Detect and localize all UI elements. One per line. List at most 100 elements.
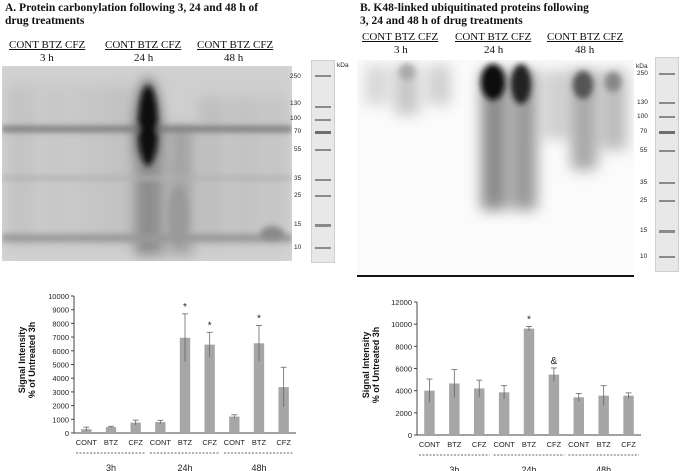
mw-marker-b: 10 xyxy=(640,253,648,260)
mw-marker-a: 25 xyxy=(294,192,302,199)
mw-marker-a: 130 xyxy=(290,100,301,107)
panel-a-lane-header: CONT BTZ CFZ xyxy=(105,39,181,51)
x-tick-label: BTZ xyxy=(252,438,267,447)
lane-group-24h: CONT BTZ CFZ xyxy=(455,31,532,43)
x-tick-label: BTZ xyxy=(597,440,612,449)
mw-marker-a: 100 xyxy=(290,115,301,122)
y-tick-label: 5000 xyxy=(52,361,69,370)
mw-marker-b: 70 xyxy=(640,128,648,135)
time-label-3h: 3 h xyxy=(40,52,54,64)
x-tick-label: CONT xyxy=(76,438,98,447)
y-tick-label: 0 xyxy=(408,431,412,440)
y-tick-label: 2000 xyxy=(395,409,412,418)
x-tick-label: BTZ xyxy=(522,440,537,449)
bar xyxy=(424,390,435,435)
panel-a-lane-header: CONT BTZ CFZ xyxy=(197,39,273,51)
bar xyxy=(278,387,289,433)
x-tick-label: CFZ xyxy=(547,440,562,449)
x-tick-label: CFZ xyxy=(128,438,143,447)
x-tick-label: CFZ xyxy=(202,438,217,447)
time-label-48h: 48 h xyxy=(224,52,244,64)
y-tick-label: 4000 xyxy=(52,374,69,383)
mw-marker-a: 55 xyxy=(294,146,302,153)
y-tick-label: 8000 xyxy=(395,342,412,351)
significance-marker: * xyxy=(257,313,261,324)
y-tick-label: 12000 xyxy=(391,298,412,307)
panel-b-title: B. K48-linked ubiquitinated proteins fol… xyxy=(360,2,680,28)
panel-a-title-line2: drug treatments xyxy=(5,15,85,27)
x-tick-label: CFZ xyxy=(621,440,636,449)
y-tick-label: 0 xyxy=(65,429,69,438)
x-tick-label: CONT xyxy=(493,440,515,449)
mw-marker-a: 70 xyxy=(294,128,302,135)
western-blot-a xyxy=(2,66,292,261)
bar xyxy=(473,388,485,435)
bar xyxy=(598,395,609,435)
panel-b-title-line1: B. K48-linked ubiquitinated proteins fol… xyxy=(360,2,589,14)
significance-marker: & xyxy=(551,356,558,367)
mw-marker-b: 15 xyxy=(640,227,648,234)
panel-b-title-line2: 3, 24 and 48 h of drug treatments xyxy=(360,15,523,27)
y-axis-label-b: Signal Intensity % of Untreated 3h xyxy=(361,310,381,420)
mw-marker-a: 35 xyxy=(294,175,302,182)
bar-chart-a: 0 1000 2000 3000 4000 5000 6000 7000 8000 9000 100… xyxy=(48,292,296,471)
group-label: 24h xyxy=(521,465,536,471)
mw-marker-a: 15 xyxy=(294,221,302,228)
y-tick-label: 8000 xyxy=(52,319,69,328)
mw-unit-a: kDa xyxy=(337,62,349,69)
lane-group-48h: CONT BTZ CFZ xyxy=(547,31,624,43)
bar xyxy=(229,416,240,433)
bar xyxy=(105,427,117,433)
mw-marker-b: 55 xyxy=(640,147,648,154)
y-axis-label-b-line1: Signal Intensity xyxy=(361,331,371,399)
x-tick-label: BTZ xyxy=(447,440,462,449)
panel-b-lane-header: CONT BTZ CFZ xyxy=(455,31,531,43)
panel-a-title: A. Protein carbonylation following 3, 24… xyxy=(5,2,305,28)
x-tick-label: CONT xyxy=(150,438,172,447)
bar xyxy=(449,383,460,435)
group-label: 48h xyxy=(596,465,611,471)
mw-ladder-b xyxy=(655,57,679,272)
x-tick-label: CFZ xyxy=(472,440,487,449)
mw-marker-a: 10 xyxy=(294,244,302,251)
lane-group-3h: CONT BTZ CFZ xyxy=(362,31,439,43)
bar xyxy=(253,343,265,433)
mw-marker-b: 25 xyxy=(640,197,648,204)
mw-marker-b: 250 xyxy=(637,70,648,77)
group-label: 48h xyxy=(251,463,266,471)
bar xyxy=(155,422,166,433)
bar xyxy=(623,395,634,435)
bar xyxy=(179,337,191,433)
bar xyxy=(130,422,141,433)
significance-marker: * xyxy=(208,320,212,331)
bar xyxy=(573,397,585,435)
y-tick-label: 3000 xyxy=(52,388,69,397)
significance-marker: * xyxy=(183,302,187,313)
y-tick-label: 2000 xyxy=(52,402,69,411)
western-blot-b xyxy=(357,60,634,277)
mw-ladder-a xyxy=(311,60,335,263)
time-label-24h: 24 h xyxy=(484,44,504,56)
time-label-48h: 48 h xyxy=(575,44,595,56)
x-tick-label: BTZ xyxy=(104,438,119,447)
y-axis-label-a-line2: % of Untreated 3h xyxy=(27,321,37,399)
y-axis-label-b-line2: % of Untreated 3h xyxy=(371,326,381,404)
x-tick-label: CONT xyxy=(419,440,441,449)
mw-marker-b: 130 xyxy=(637,99,648,106)
time-label-3h: 3 h xyxy=(394,44,408,56)
x-tick-label: CFZ xyxy=(276,438,291,447)
panel-b-lane-header: CONT BTZ CFZ xyxy=(362,31,438,43)
y-tick-label: 6000 xyxy=(52,347,69,356)
lane-group-3h: CONT BTZ CFZ xyxy=(9,39,86,51)
significance-marker: * xyxy=(527,314,531,325)
bar xyxy=(498,392,510,435)
bar xyxy=(548,374,560,435)
panel-a-title-line1: A. Protein carbonylation following 3, 24… xyxy=(5,2,259,14)
group-label: 3h xyxy=(449,465,459,471)
bar xyxy=(204,344,215,433)
mw-unit-b: kDa xyxy=(636,63,648,70)
lane-group-24h: CONT BTZ CFZ xyxy=(105,39,182,51)
x-tick-label: CONT xyxy=(568,440,590,449)
x-tick-label: CONT xyxy=(224,438,246,447)
panel-a-lane-header: CONT BTZ CFZ xyxy=(9,39,85,51)
